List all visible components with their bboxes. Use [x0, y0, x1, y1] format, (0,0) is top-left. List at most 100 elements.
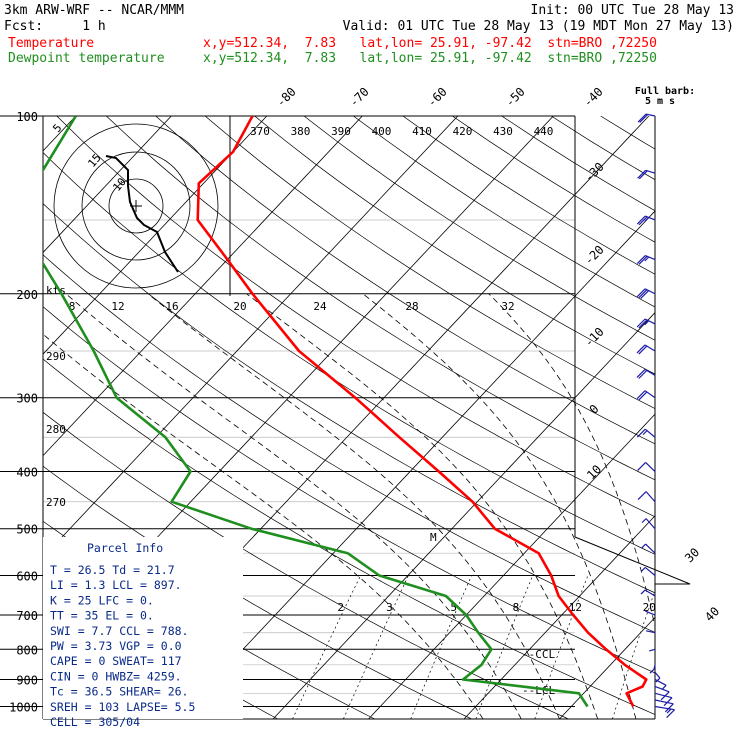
parcel-info-row: CIN = 0 HWBZ= 4259.: [50, 669, 182, 683]
wind-barb-staff: [654, 699, 674, 705]
wind-barb-staff: [645, 610, 656, 616]
moist-adiabat: [65, 293, 522, 719]
frame-corner: [574, 536, 691, 585]
mixing-ratio-line: [292, 575, 361, 719]
wind-barb-flag: [636, 215, 646, 225]
isotherm-line: [43, 116, 459, 558]
wind-barb-half: [642, 430, 648, 436]
speed-label-8: 8: [69, 300, 76, 313]
wind-barb-staff: [644, 589, 656, 597]
theta-label-420: 420: [453, 125, 473, 138]
isotherm-line: [463, 515, 655, 719]
wind-barb: [637, 461, 656, 472]
wind-barb: [640, 566, 656, 576]
mixing-ratio-line: [534, 575, 589, 719]
parcel-info-row: Tc = 36.5 SHEAR= 26.: [50, 685, 188, 699]
pressure-label-200: 200: [16, 288, 38, 302]
wind-barb: [654, 705, 675, 719]
isotherm-label-30: 30: [682, 545, 702, 565]
wind-barb: [641, 543, 656, 554]
mixing-ratio-line: [475, 575, 534, 719]
theta-label-410: 410: [412, 125, 432, 138]
wind-barb: [654, 671, 661, 683]
barb-unit-label: 5 m s: [645, 96, 675, 107]
moist-adiabat: [488, 293, 655, 629]
parcel-info-row: SREH = 103 LAPSE= 5.5: [50, 700, 195, 714]
marker-ccl: --CCL: [522, 648, 555, 661]
hodograph-ring: [108, 178, 164, 234]
dry-adiabat: [452, 116, 655, 243]
isotherm-label-10: 10: [584, 462, 604, 482]
wind-barb-flag: [666, 709, 675, 719]
speed-label-20: 20: [233, 300, 246, 313]
isotherm-label--10: -10: [582, 325, 607, 350]
wind-barb-flag: [639, 114, 649, 123]
wind-barb-flag: [637, 169, 647, 179]
wind-barb-flag: [636, 344, 646, 354]
dry-adiabat: [501, 116, 655, 212]
dry-adiabat: [43, 306, 655, 674]
dry-adiabat: [254, 116, 655, 375]
wind-barb-flag: [638, 345, 648, 355]
wind-barb: [641, 518, 656, 530]
pressure-label-800: 800: [16, 643, 38, 657]
wind-barb-half: [649, 668, 655, 674]
wind-barb: [649, 664, 656, 674]
theta-label-390: 390: [331, 125, 351, 138]
theta-label-370: 370: [250, 125, 270, 138]
wind-barb: [649, 648, 656, 652]
theta-label-400: 400: [372, 125, 392, 138]
wind-barb-staff: [649, 648, 656, 652]
wind-barb: [636, 288, 656, 300]
isotherm-label--60: -60: [425, 85, 450, 110]
wind-barb-flag: [637, 113, 647, 123]
wind-barb: [640, 589, 656, 597]
wind-barb-flag: [664, 703, 674, 713]
wind-barb: [636, 215, 656, 226]
wind-barb-half: [640, 566, 646, 572]
dry-adiabat: [204, 116, 655, 410]
pressure-label-700: 700: [16, 609, 38, 623]
wind-barb-flag: [636, 390, 646, 400]
wind-barb-flag: [636, 288, 646, 298]
speed-label-32: 32: [501, 300, 514, 313]
dry-adiabat: [43, 151, 655, 555]
wind-barb-flag: [638, 391, 648, 401]
sounding-profiles: [43, 116, 648, 708]
wind-barb: [636, 344, 656, 355]
parcel-info-title: Parcel Info: [87, 541, 163, 555]
isotherm-label-0: 0: [587, 402, 602, 417]
valid-time: Valid: 01 UTC Tue 28 May 13 (19 MDT Mon …: [343, 19, 734, 34]
moist-adiabat: [43, 333, 484, 719]
wind-barb-staff: [645, 630, 656, 634]
wind-barb-staff: [654, 692, 673, 699]
pressure-label-500: 500: [16, 523, 38, 537]
theta-label-430: 430: [493, 125, 513, 138]
pressure-label-600: 600: [16, 569, 38, 583]
theta-label-290: 290: [46, 350, 66, 363]
pressure-label-1000: 1000: [9, 700, 38, 714]
wind-barbs: [636, 113, 675, 719]
mixing-ratio-line: [410, 575, 472, 719]
wind-barb-staff: [654, 671, 661, 679]
pressure-label-900: 900: [16, 673, 38, 687]
mixing-ratio-line: [612, 589, 655, 719]
wind-barb: [636, 368, 656, 379]
speed-label-16: 16: [165, 300, 178, 313]
dry-adiabat: [551, 116, 655, 181]
parcel-info-row: CELL = 305/04: [50, 715, 140, 729]
isotherm-line: [654, 718, 655, 719]
wind-barb-flag: [638, 170, 648, 180]
dry-adiabat: [155, 116, 655, 445]
speed-label-24: 24: [313, 300, 327, 313]
dry-adiabat: [303, 116, 655, 341]
wind-barb-half: [666, 708, 672, 714]
speed-label-28: 28: [405, 300, 418, 313]
moist-adiabat: [246, 293, 599, 719]
wind-barb-flag: [636, 255, 646, 265]
wind-barb-half: [641, 518, 647, 524]
wind-barb-flag: [638, 319, 648, 329]
wind-barb-staff: [645, 461, 656, 472]
wind-barb-staff: [653, 664, 656, 670]
wind-barb-half: [644, 217, 650, 222]
